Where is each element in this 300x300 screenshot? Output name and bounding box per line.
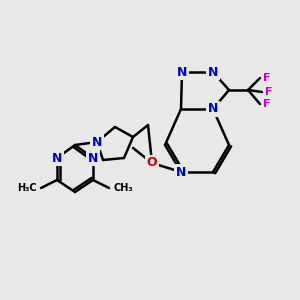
- Text: N: N: [208, 65, 218, 79]
- Text: N: N: [177, 65, 187, 79]
- Text: N: N: [208, 103, 218, 116]
- Text: N: N: [88, 152, 98, 164]
- Text: O: O: [147, 157, 157, 169]
- Text: CH₃: CH₃: [113, 183, 133, 193]
- Text: H₃C: H₃C: [17, 183, 37, 193]
- Text: N: N: [52, 152, 62, 164]
- Text: F: F: [265, 87, 273, 97]
- Text: N: N: [176, 166, 186, 178]
- Text: F: F: [263, 73, 271, 83]
- Text: N: N: [92, 136, 102, 148]
- Text: F: F: [263, 99, 271, 109]
